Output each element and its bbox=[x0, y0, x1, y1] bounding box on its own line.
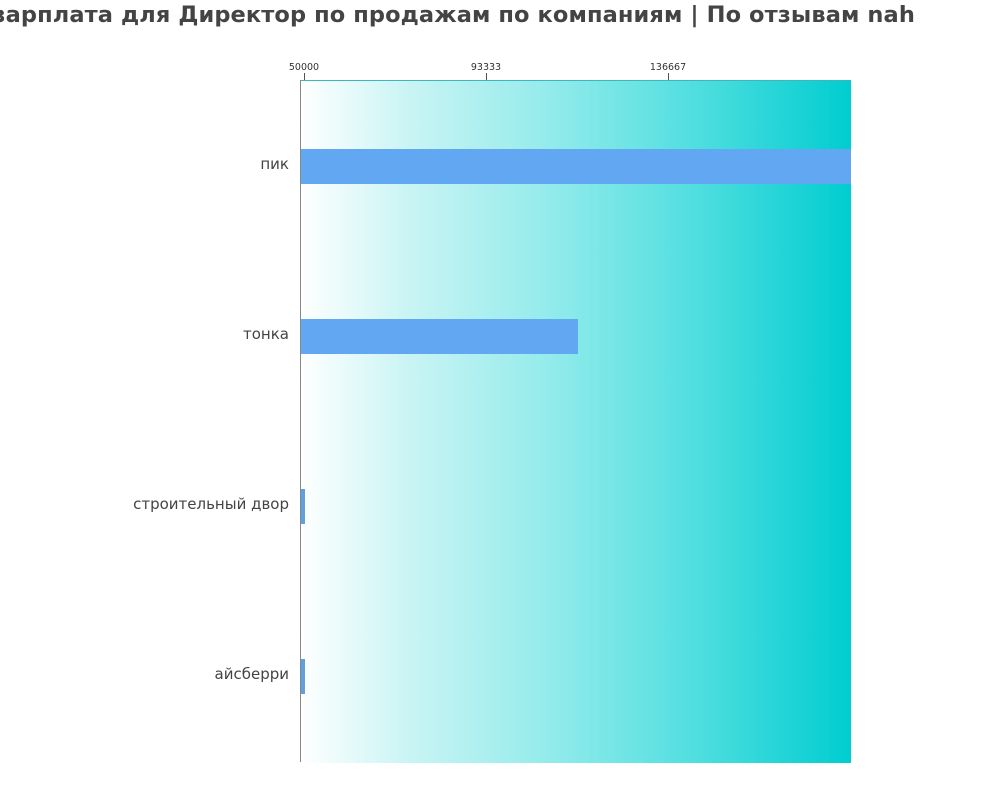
x-tick bbox=[486, 73, 487, 80]
category-label: строительный двор bbox=[133, 495, 289, 513]
category-label: пик bbox=[260, 155, 289, 173]
bar-tonka bbox=[301, 319, 578, 354]
category-label: тонка bbox=[243, 325, 289, 343]
chart-title-text: я зарплата для Директор по продажам по к… bbox=[0, 2, 915, 28]
x-tick bbox=[304, 73, 305, 80]
category-label: айсберри bbox=[214, 665, 289, 683]
plot-area bbox=[300, 80, 851, 763]
x-tick-label: 50000 bbox=[288, 62, 320, 73]
bar-aisberri bbox=[301, 659, 305, 694]
x-tick bbox=[668, 73, 669, 80]
y-axis-line bbox=[300, 80, 301, 762]
bar-stroitelny-dvor bbox=[301, 489, 305, 524]
x-tick-label: 136667 bbox=[649, 62, 687, 73]
chart-title: я зарплата для Директор по продажам по к… bbox=[0, 2, 1000, 28]
bar-pik bbox=[301, 149, 851, 184]
x-tick-label: 93333 bbox=[470, 62, 502, 73]
